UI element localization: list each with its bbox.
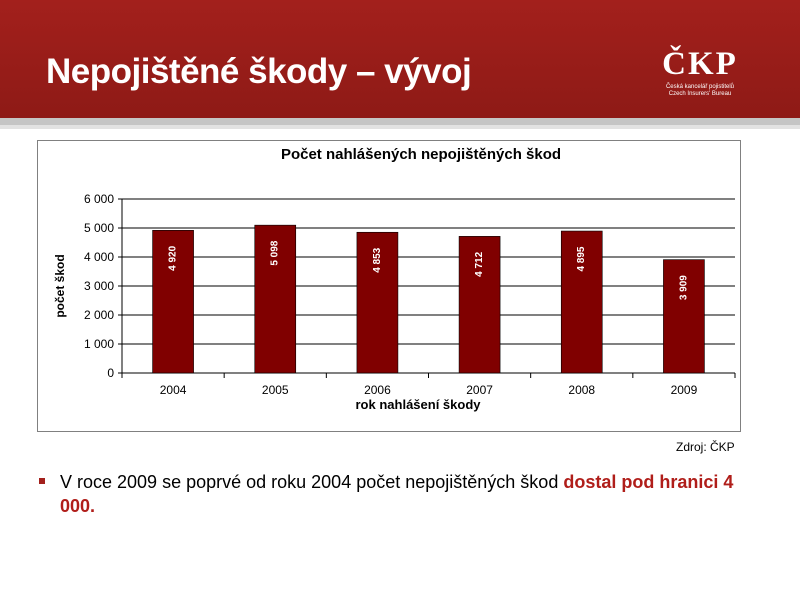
bullet-text: V roce 2009 se poprvé od roku 2004 počet… [60,470,760,518]
x-tick-label: 2004 [160,383,187,397]
chart-title: Počet nahlášených nepojištěných škod [281,146,561,163]
bullet-text-main: V roce 2009 se poprvé od roku 2004 počet… [60,472,564,492]
logo-subtitle-en: Czech Insurers' Bureau [668,91,732,97]
bar-2005 [254,224,297,374]
x-axis-title: rok nahlášení škody [356,397,482,412]
chart-frame: Počet nahlášených nepojištěných škod 0 1 0… [37,140,741,432]
x-tick-label: 2005 [262,383,289,397]
x-tick-label: 2007 [466,383,493,397]
y-tick-label: 1 000 [84,337,114,351]
logo-subtitle-cz: Česká kancelář pojistitelů [665,84,735,90]
y-tick-label: 5 000 [84,221,114,235]
x-tick-label: 2006 [364,383,391,397]
header-divider [0,118,800,125]
bar-2006 [356,231,399,374]
data-label: 4 895 [576,246,587,271]
y-tick-label: 6 000 [84,192,114,206]
bar-2004 [152,230,194,374]
ckp-logo: ČKP Česká kancelář pojistitelů Czech Ins… [652,46,748,102]
y-tick-label: 2 000 [84,308,114,322]
data-label: 5 098 [270,240,281,265]
slide-title: Nepojištěné škody – vývoj [46,52,472,91]
bullet-marker [39,478,45,484]
bar-2009 [663,259,705,374]
x-tick-label: 2009 [671,383,698,397]
data-label: 3 909 [678,275,689,300]
y-tick-label: 0 [107,366,114,380]
bar-2008 [560,230,603,374]
source-note: Zdroj: ČKP [676,440,735,454]
header-bar: Nepojištěné škody – vývoj ČKP Česká kanc… [0,0,800,118]
data-label: 4 853 [372,247,383,272]
bar-2007 [458,236,501,374]
y-tick-label: 4 000 [84,250,114,264]
bar-chart: Počet nahlášených nepojištěných škod 0 1 0… [53,146,736,412]
y-axis-title: počet škod [53,254,67,317]
bullet-highlight: dostal pod hranici 4 000. [60,472,734,516]
data-label: 4 712 [474,251,485,276]
header-divider-light [0,125,800,129]
data-label: 4 920 [168,245,179,270]
y-tick-label: 3 000 [84,279,114,293]
logo-wordmark: ČKP [662,46,738,82]
x-tick-label: 2008 [568,383,595,397]
